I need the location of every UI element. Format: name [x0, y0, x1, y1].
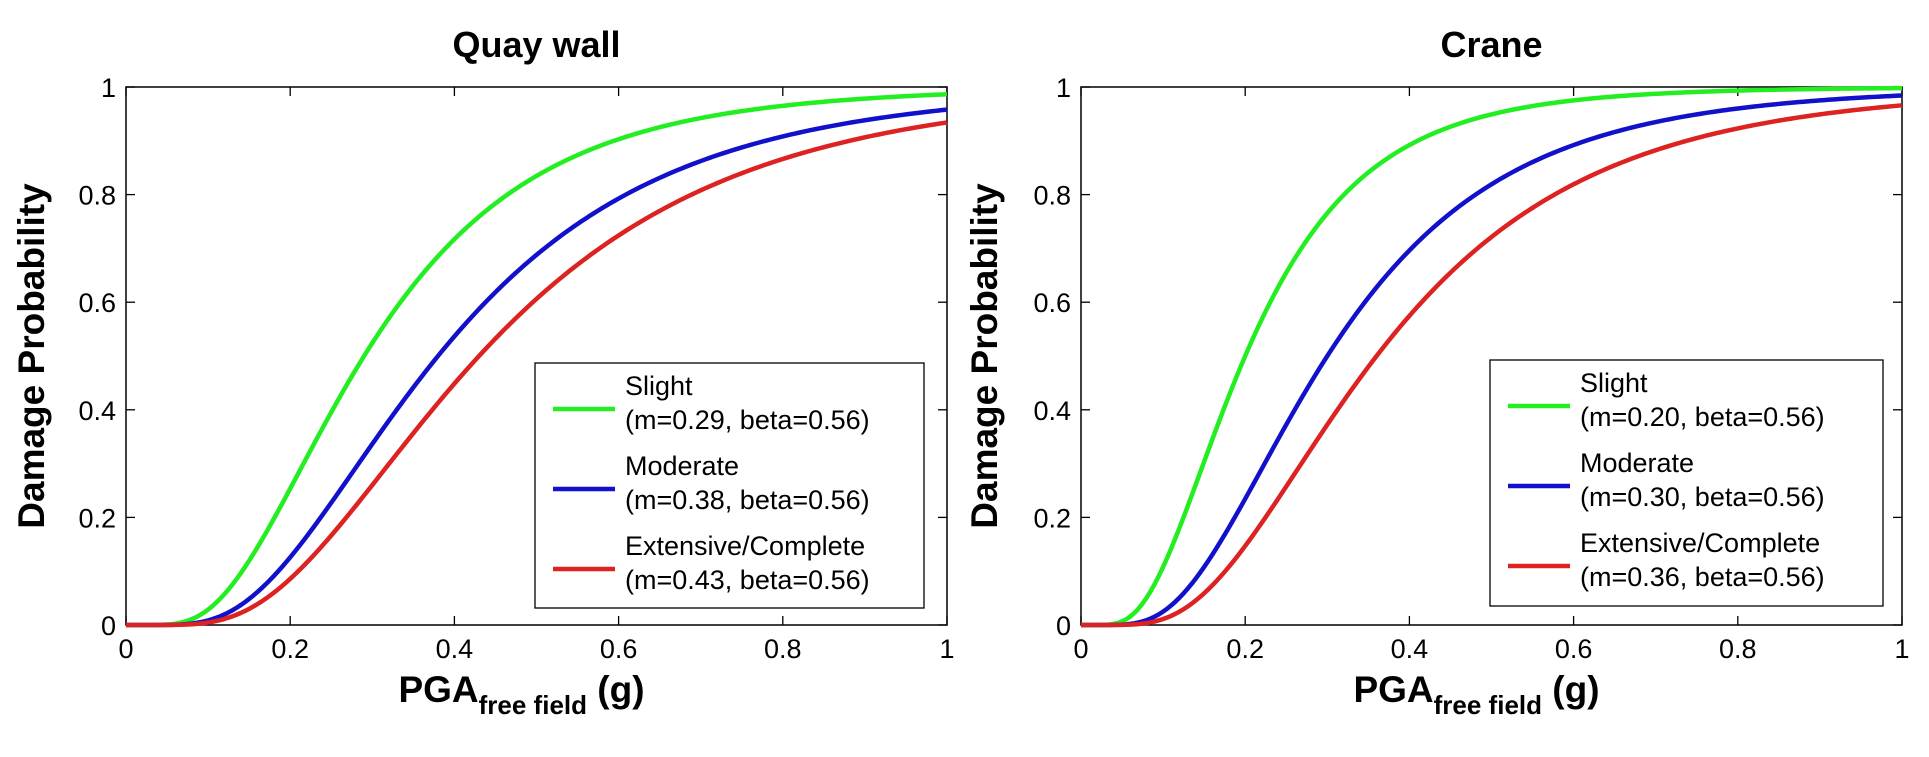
y-tick-label: 0.4	[78, 396, 116, 426]
chart-panel-0: Quay wall 0 0.2 0.4 0.6 0.8 1 0 0.2 0.4 0.6 0.8 1 Dam…	[11, 24, 955, 720]
plot-area	[125, 86, 948, 626]
legend-params: (m=0.30, beta=0.56)	[1580, 482, 1825, 512]
legend-label: Extensive/Complete	[625, 531, 865, 561]
legend-label: Moderate	[1580, 448, 1694, 478]
y-tick-label: 0.2	[78, 503, 116, 533]
x-tick-label: 0.8	[764, 634, 802, 664]
x-tick-label: 0	[118, 634, 133, 664]
legend-params: (m=0.36, beta=0.56)	[1580, 562, 1825, 592]
x-tick-label: 0.8	[1719, 634, 1757, 664]
y-tick-label: 0.6	[1033, 288, 1071, 318]
x-tick-label: 0.2	[1226, 634, 1264, 664]
y-tick-label: 0.6	[78, 288, 116, 318]
y-axis-label: Damage Probability	[964, 183, 1005, 529]
x-axis-label: PGAfree field (g)	[398, 669, 644, 720]
x-tick-label: 0.4	[436, 634, 474, 664]
x-tick-label: 0.6	[600, 634, 638, 664]
y-tick-label: 0	[101, 611, 116, 641]
y-tick-label: 0.8	[1033, 181, 1071, 211]
series-line-moderate	[126, 107, 948, 628]
x-tick-label: 0.2	[271, 634, 309, 664]
y-tick-label: 0.8	[78, 181, 116, 211]
plot-area	[1080, 86, 1903, 626]
chart-title: Quay wall	[452, 24, 620, 65]
x-tick-label: 1	[1894, 634, 1909, 664]
legend-label: Extensive/Complete	[1580, 528, 1820, 558]
legend-params: (m=0.20, beta=0.56)	[1580, 402, 1825, 432]
series-line-slight	[126, 92, 948, 628]
legend-params: (m=0.38, beta=0.56)	[625, 485, 870, 515]
y-tick-label: 0	[1056, 611, 1071, 641]
series-line-extensive-complete	[126, 120, 948, 628]
legend-label: Moderate	[625, 451, 739, 481]
legend-params: (m=0.29, beta=0.56)	[625, 405, 870, 435]
legend-label: Slight	[625, 371, 693, 401]
x-tick-label: 1	[939, 634, 954, 664]
series-line-slight	[1081, 85, 1903, 628]
chart-title: Crane	[1440, 24, 1542, 65]
x-tick-label: 0.6	[1555, 634, 1593, 664]
y-tick-label: 0.2	[1033, 503, 1071, 533]
y-tick-label: 1	[101, 73, 116, 103]
legend: Slight (m=0.20, beta=0.56) Moderate (m=0.30…	[1489, 359, 1884, 607]
series-line-extensive-complete	[1081, 103, 1903, 628]
y-tick-label: 1	[1056, 73, 1071, 103]
y-tick-label: 0.4	[1033, 396, 1071, 426]
legend-params: (m=0.43, beta=0.56)	[625, 565, 870, 595]
legend-label: Slight	[1580, 368, 1648, 398]
series-line-moderate	[1081, 93, 1903, 628]
legend: Slight (m=0.29, beta=0.56) Moderate (m=0.38…	[534, 362, 925, 609]
x-axis-label: PGAfree field (g)	[1353, 669, 1599, 720]
chart-panel-1: Crane 0 0.2 0.4 0.6 0.8 1 0 0.2 0.4 0.6 0.8 1 Damage …	[964, 24, 1910, 720]
x-tick-label: 0	[1073, 634, 1088, 664]
x-tick-label: 0.4	[1391, 634, 1429, 664]
y-axis-label: Damage Probability	[11, 183, 52, 529]
